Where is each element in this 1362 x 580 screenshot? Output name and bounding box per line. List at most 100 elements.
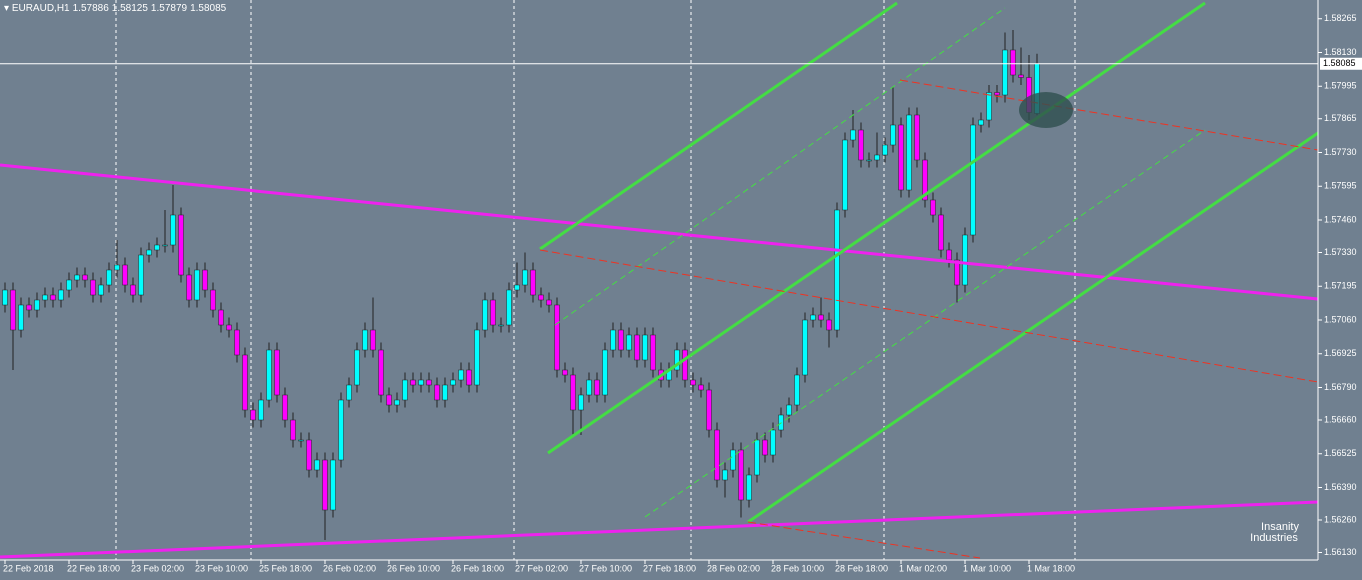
y-tick-label: 1.56130	[1324, 547, 1357, 557]
candle-body	[1002, 49, 1008, 96]
candle-body	[162, 244, 168, 247]
x-tick-label: 1 Mar 02:00	[899, 563, 947, 573]
candle-body	[226, 324, 232, 331]
candle-body	[882, 144, 888, 156]
candle-body	[394, 399, 400, 406]
open-value: 1.57886	[72, 3, 109, 14]
y-tick-label: 1.57865	[1324, 113, 1357, 123]
candle-body	[458, 369, 464, 381]
candle-body	[554, 304, 560, 371]
candle-body	[978, 119, 984, 126]
candle-body	[706, 389, 712, 431]
candle-body	[362, 329, 368, 351]
candle-body	[970, 124, 976, 236]
candle-body	[154, 244, 160, 251]
candle-body	[954, 259, 960, 286]
candle-body	[386, 394, 392, 406]
candle-body	[178, 214, 184, 276]
candle-body	[346, 384, 352, 401]
candle-body	[1010, 49, 1016, 76]
candle-body	[50, 294, 56, 301]
candle-body	[442, 384, 448, 401]
x-tick-label: 28 Feb 18:00	[835, 563, 888, 573]
candle-body	[10, 289, 16, 331]
candle-body	[130, 284, 136, 296]
candle-body	[722, 469, 728, 481]
candle-body	[282, 394, 288, 421]
candle-body	[1018, 74, 1024, 78]
candle-body	[922, 159, 928, 201]
candle-body	[530, 269, 536, 296]
candle-body	[634, 334, 640, 361]
candle-body	[146, 249, 152, 256]
current-price-label: 1.58085	[1323, 58, 1356, 68]
candle-body	[26, 304, 32, 311]
candle-body	[378, 349, 384, 396]
candle-body	[866, 159, 872, 162]
candle-body	[498, 324, 504, 327]
candle-body	[562, 369, 568, 376]
watermark: Insanity	[1261, 521, 1299, 533]
candle-body	[538, 294, 544, 301]
candle-body	[2, 289, 8, 306]
candle-body	[946, 249, 952, 261]
candle-body	[58, 289, 64, 301]
candle-body	[690, 379, 696, 386]
candle-body	[218, 309, 224, 326]
candle-body	[474, 329, 480, 386]
x-tick-label: 27 Feb 10:00	[579, 563, 632, 573]
candle-body	[314, 459, 320, 471]
candle-body	[298, 439, 304, 442]
x-tick-label: 26 Feb 10:00	[387, 563, 440, 573]
candle-body	[770, 429, 776, 456]
candle-body	[194, 269, 200, 301]
x-tick-label: 27 Feb 02:00	[515, 563, 568, 573]
candle-body	[506, 289, 512, 326]
candle-body	[114, 264, 120, 271]
low-value: 1.57879	[150, 3, 188, 14]
symbol: EURAUD,H1	[11, 3, 70, 14]
x-tick-label: 28 Feb 10:00	[771, 563, 824, 573]
y-tick-label: 1.57330	[1324, 247, 1357, 257]
y-tick-label: 1.56925	[1324, 348, 1357, 358]
y-tick-label: 1.57730	[1324, 147, 1357, 157]
candle-body	[642, 334, 648, 361]
candle-body	[306, 439, 312, 471]
vertical-grid	[115, 0, 1076, 560]
x-tick-label: 27 Feb 18:00	[643, 563, 696, 573]
candle-body	[490, 299, 496, 326]
candle-body	[578, 394, 584, 411]
candle-body	[290, 419, 296, 441]
candle-body	[890, 124, 896, 146]
candle-body	[90, 279, 96, 296]
candle-body	[122, 264, 128, 286]
candle-body	[802, 319, 808, 376]
candle-body	[34, 299, 40, 311]
candle-body	[618, 329, 624, 351]
candle-body	[338, 399, 344, 461]
candle-body	[938, 214, 944, 251]
candle-body	[514, 284, 520, 291]
candle-body	[242, 354, 248, 411]
candle-body	[426, 379, 432, 386]
y-tick-label: 1.57460	[1324, 214, 1357, 224]
candle-body	[714, 429, 720, 481]
candle-body	[810, 314, 816, 321]
candle-body	[234, 329, 240, 356]
candle-body	[42, 294, 48, 301]
x-tick-label: 1 Mar 18:00	[1027, 563, 1075, 573]
watermark: Industries	[1250, 532, 1298, 544]
candle-body	[730, 449, 736, 471]
candle-body	[762, 439, 768, 456]
candle-body	[842, 139, 848, 211]
candle-body	[738, 449, 744, 501]
candle-body	[322, 459, 328, 511]
y-tick-label: 1.56260	[1324, 514, 1357, 524]
y-tick-label: 1.58130	[1324, 47, 1357, 57]
candle-body	[746, 474, 752, 501]
x-tick-label: 23 Feb 02:00	[131, 563, 184, 573]
candle-body	[930, 199, 936, 216]
candle-body	[210, 289, 216, 311]
candle-body	[74, 274, 80, 281]
x-tick-label: 22 Feb 18:00	[67, 563, 120, 573]
